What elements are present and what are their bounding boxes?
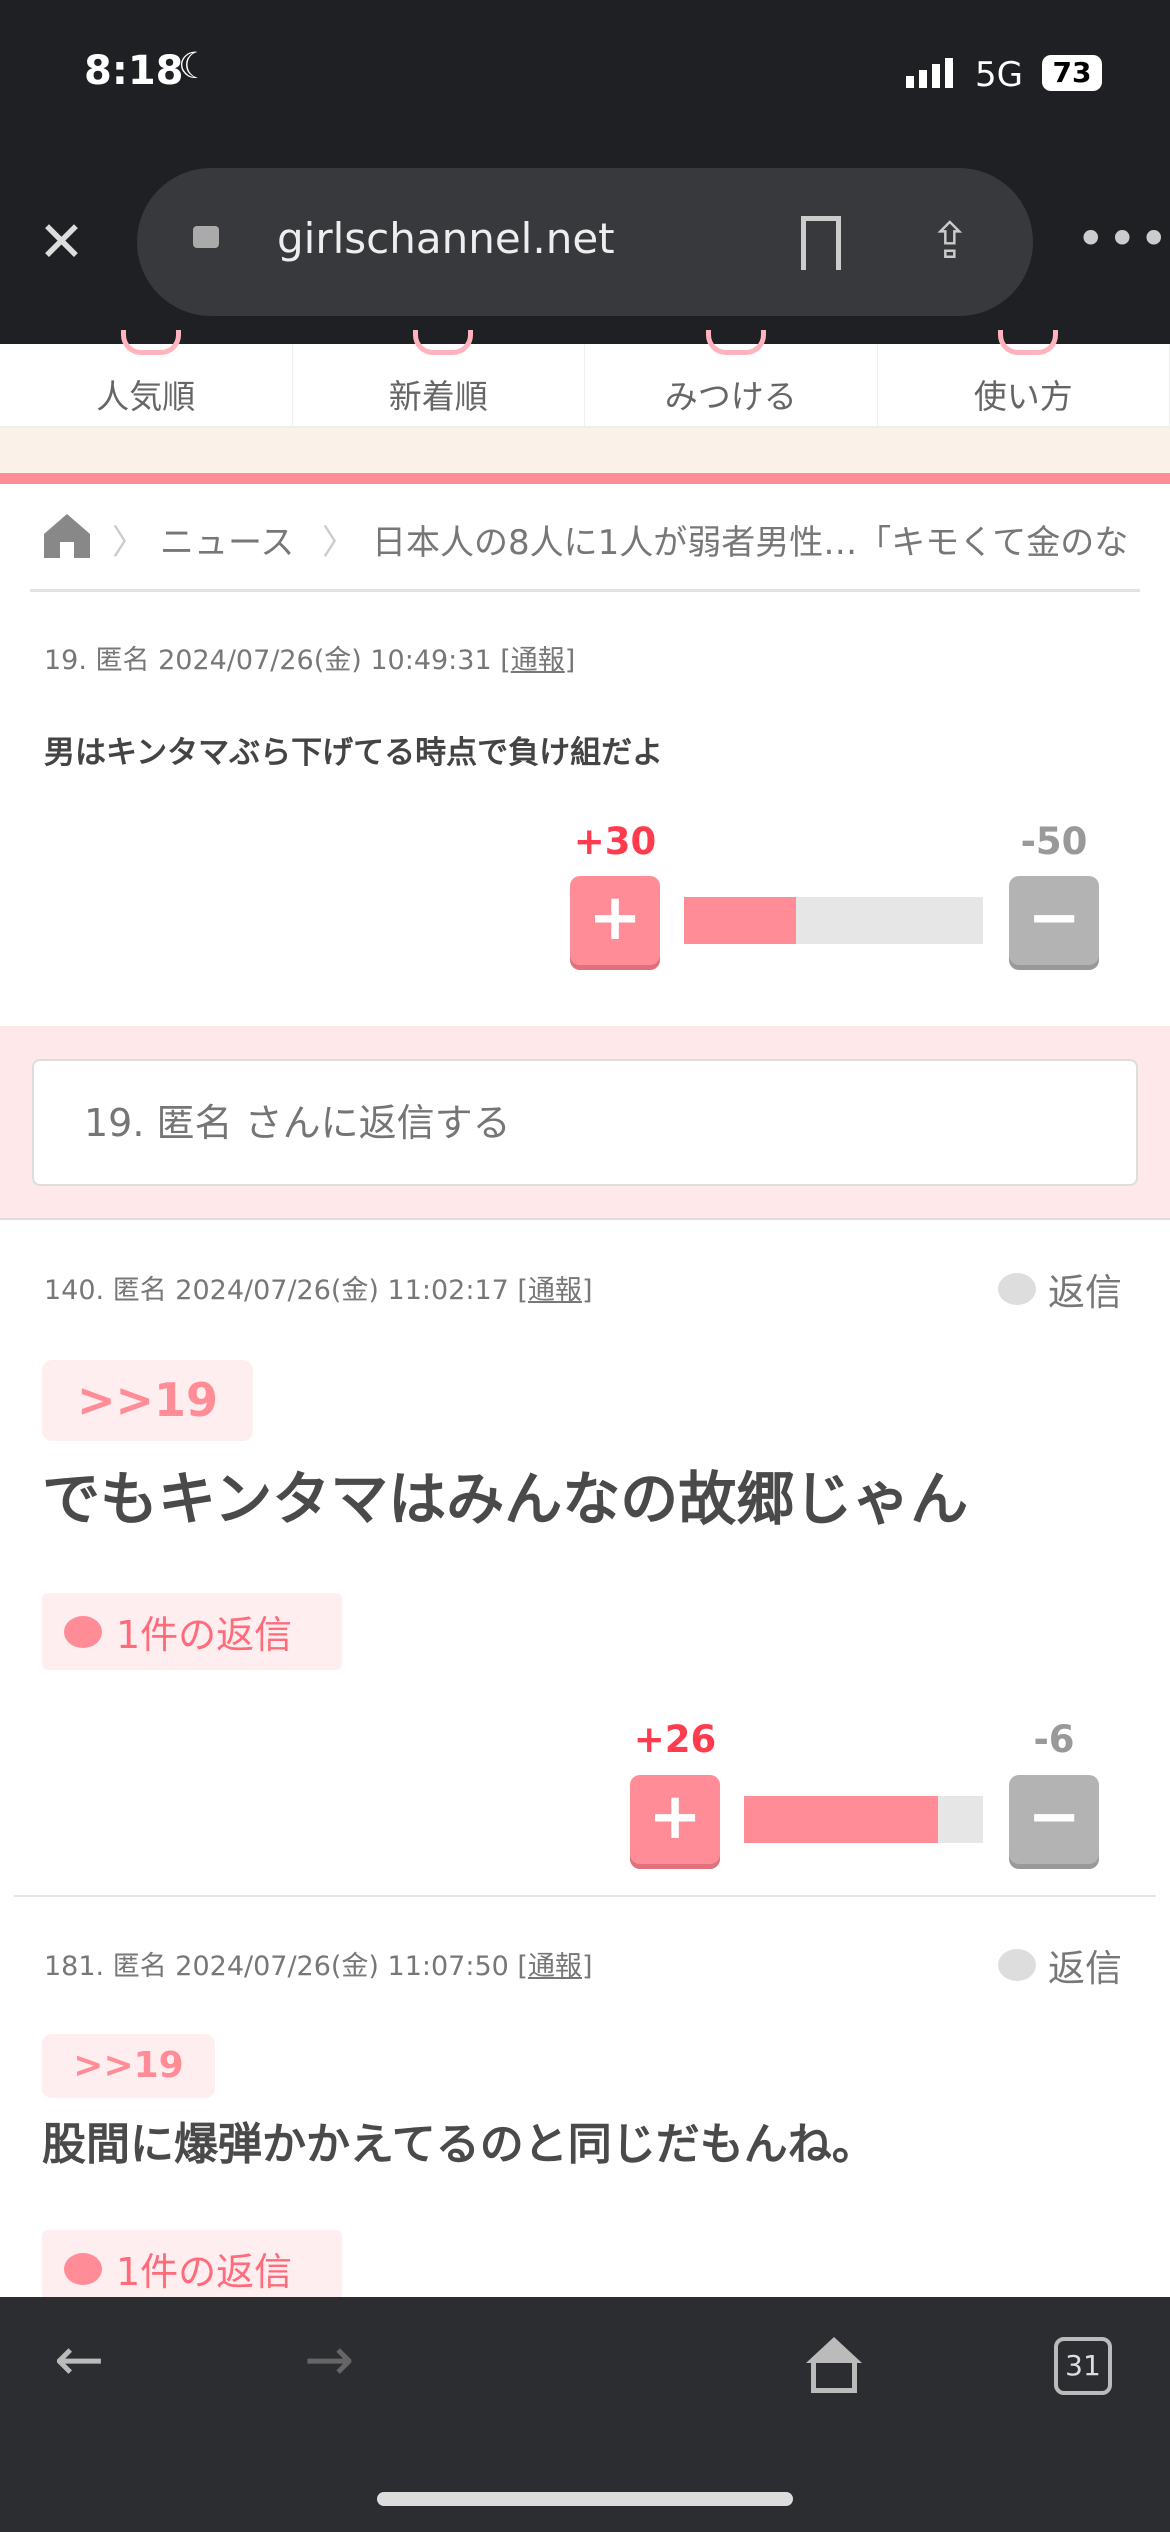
more-icon[interactable]: ••• [1076, 210, 1170, 268]
url-text: girlschannel.net [277, 214, 615, 263]
divider [0, 1218, 1170, 1220]
plus-button[interactable]: + [630, 1775, 720, 1864]
report-link[interactable]: 通報 [510, 645, 565, 676]
browser-chrome: 8:18 ☾ 5G 73 ✕ girlschannel.net ⇪ ••• [0, 0, 1170, 344]
url-bar[interactable]: girlschannel.net ⇪ [137, 168, 1033, 316]
vote-bar-fill [744, 1796, 939, 1843]
lock-icon [193, 226, 219, 248]
tab-howto[interactable]: 使い方 [878, 330, 1170, 426]
reply-input[interactable] [32, 1059, 1138, 1186]
anchor-link[interactable]: >>19 [42, 1360, 253, 1441]
divider [30, 589, 1140, 592]
chevron-right-icon: 〉 [112, 523, 146, 563]
comment-meta: 181. 匿名 2024/07/26(金) 11:07:50 [通報] [44, 1951, 593, 1982]
tab-find[interactable]: みつける [585, 330, 878, 426]
vote-bar [684, 897, 983, 944]
speech-bubble-icon [64, 2252, 102, 2285]
status-time: 8:18 [84, 48, 184, 94]
tab-new[interactable]: 新着順 [293, 330, 585, 426]
home-icon[interactable] [44, 514, 90, 558]
vote-bar-fill [684, 897, 797, 944]
tabs-count-button[interactable]: 31 [1054, 2337, 1112, 2395]
comment-meta: 140. 匿名 2024/07/26(金) 11:02:17 [通報] [44, 1275, 593, 1306]
report-link[interactable]: 通報 [527, 1951, 582, 1982]
close-icon[interactable]: ✕ [38, 210, 85, 275]
anchor-link[interactable]: >>19 [42, 2034, 215, 2098]
replies-count-button[interactable]: 1件の返信 [42, 1593, 342, 1670]
minus-count: -6 [1033, 1718, 1075, 1761]
vote-bar [744, 1796, 983, 1843]
replies-count-button[interactable]: 1件の返信 [42, 2230, 342, 2307]
browser-toolbar: ← → 31 [0, 2297, 1170, 2532]
chevron-right-icon: 〉 [322, 523, 356, 563]
tab-popular[interactable]: 人気順 [0, 330, 293, 426]
banner-strip [0, 428, 1170, 473]
forward-icon[interactable]: → [304, 2325, 355, 2395]
comment-meta: 19. 匿名 2024/07/26(金) 10:49:31 [通報] [44, 645, 576, 676]
speech-bubble-icon [64, 1615, 102, 1648]
minus-button[interactable]: − [1009, 1775, 1099, 1864]
home-indicator [377, 2492, 793, 2506]
back-icon[interactable]: ← [54, 2325, 105, 2395]
speech-bubble-icon [998, 1273, 1036, 1305]
breadcrumb-topic[interactable]: 日本人の8人に1人が弱者男性…「キモくて金のな [372, 523, 1129, 563]
signal-icon [906, 58, 953, 88]
reply-button[interactable]: 返信 [998, 1262, 1122, 1316]
report-link[interactable]: 通報 [527, 1275, 582, 1306]
plus-count: +30 [573, 820, 657, 863]
breadcrumb-news[interactable]: ニュース [160, 523, 295, 563]
plus-count: +26 [633, 1718, 717, 1761]
minus-button[interactable]: − [1009, 876, 1099, 965]
comment-body: でもキンタマはみんなの故郷じゃん [42, 1465, 969, 1533]
comment-body: 股間に爆弾かかえてるのと同じだもんね。 [42, 2119, 876, 2170]
comment-body: 男はキンタマぶら下げてる時点で負け組だよ [44, 735, 664, 771]
accent-line [0, 473, 1170, 484]
home-icon[interactable] [806, 2337, 862, 2395]
bookmark-icon[interactable] [801, 216, 841, 270]
minus-count: -50 [1020, 820, 1088, 863]
speech-bubble-icon [998, 1949, 1036, 1981]
divider [14, 1895, 1156, 1897]
battery-icon: 73 [1042, 55, 1102, 91]
plus-button[interactable]: + [570, 876, 660, 965]
reply-area [0, 1026, 1170, 1218]
moon-icon: ☾ [178, 46, 211, 87]
nav-tabs: 人気順 新着順 みつける 使い方 [0, 330, 1170, 428]
network-label: 5G [975, 55, 1023, 95]
reply-button[interactable]: 返信 [998, 1938, 1122, 1992]
share-icon[interactable]: ⇪ [929, 212, 971, 270]
